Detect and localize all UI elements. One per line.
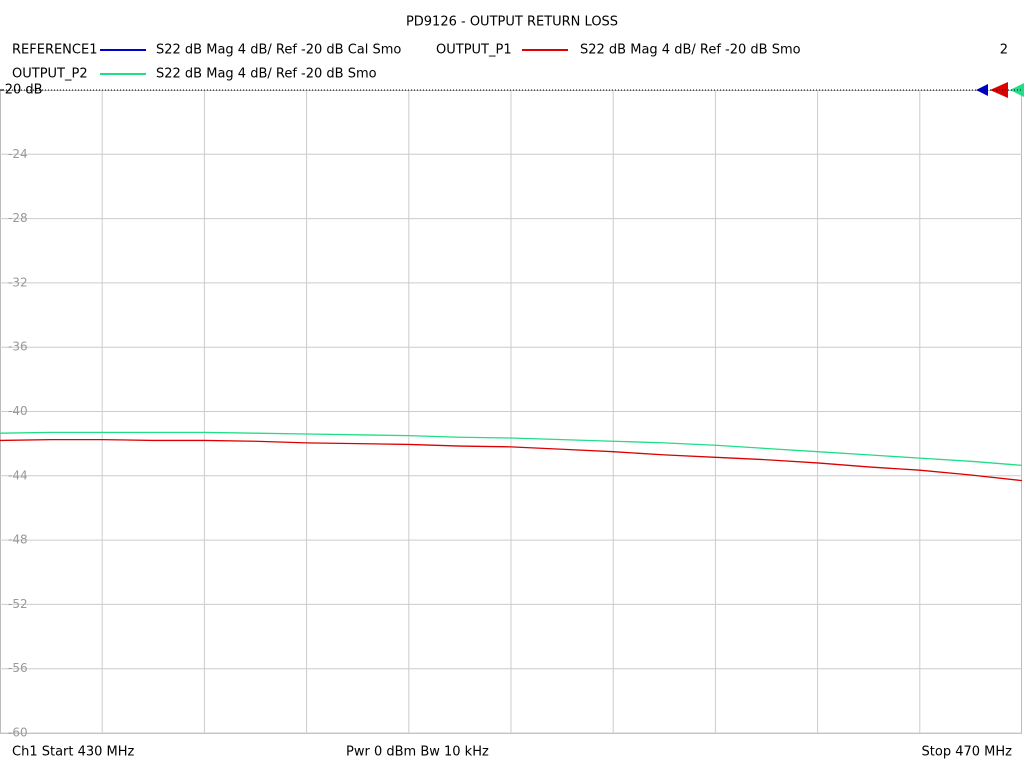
y-tick-label: -28 <box>8 211 28 225</box>
channel-number: 2 <box>1000 43 1008 58</box>
legend-label: S22 dB Mag 4 dB/ Ref -20 dB Smo <box>156 67 377 82</box>
y-tick-label: -36 <box>8 340 28 354</box>
y-tick-label: -56 <box>8 661 28 675</box>
legend-name: REFERENCE1 <box>12 43 97 58</box>
chart-title: PD9126 - OUTPUT RETURN LOSS <box>406 15 618 30</box>
footer-start: Ch1 Start 430 MHz <box>12 745 135 760</box>
legend-label: S22 dB Mag 4 dB/ Ref -20 dB Cal Smo <box>156 43 401 58</box>
y-tick-label: -48 <box>8 533 28 547</box>
footer-power: Pwr 0 dBm Bw 10 kHz <box>346 745 489 760</box>
footer-stop: Stop 470 MHz <box>922 745 1013 760</box>
legend-label: S22 dB Mag 4 dB/ Ref -20 dB Smo <box>580 43 801 58</box>
legend-name: OUTPUT_P1 <box>436 43 512 58</box>
legend-name: OUTPUT_P2 <box>12 67 88 82</box>
y-tick-label: -40 <box>8 404 28 418</box>
y-tick-label: -32 <box>8 275 28 289</box>
y-tick-label: -52 <box>8 597 28 611</box>
trace <box>0 431 1023 466</box>
trace <box>0 438 1023 482</box>
y-tick-label: -44 <box>8 468 28 482</box>
y-tick-label: -60 <box>8 726 28 740</box>
y-tick-label: -20 dB <box>0 83 43 98</box>
y-tick-label: -24 <box>8 147 28 161</box>
